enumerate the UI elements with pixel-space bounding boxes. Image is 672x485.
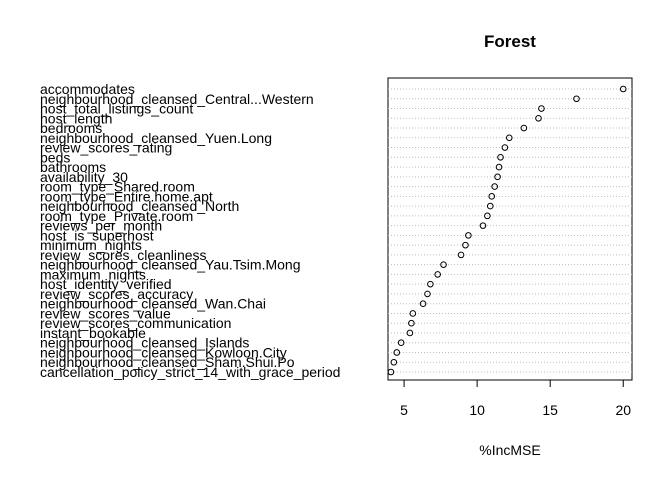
x-tick-label: 20 (615, 402, 631, 418)
data-point (419, 300, 427, 307)
variable-label: neighbourhood_cleansed_Yuen.Long (40, 130, 272, 146)
data-point (538, 105, 545, 112)
variable-label: instant_bookable (40, 325, 146, 341)
variable-label: availability_30 (40, 169, 128, 185)
data-point (619, 85, 627, 93)
data-point (491, 183, 498, 190)
variable-label: host_length (40, 110, 112, 126)
variable-label: review_scores_cleanliness (40, 247, 207, 263)
variable-label: host_is_superhost (40, 227, 154, 243)
variable-label: neighbourhood_cleansed_Central...Western (40, 91, 314, 107)
data-point (462, 241, 469, 249)
variable-label: reviews_per_month (40, 218, 162, 234)
variable-label: minimum_nights (40, 237, 142, 253)
data-point (535, 114, 542, 122)
data-point (465, 232, 472, 239)
data-point (505, 134, 513, 142)
variable-label: review_scores_accuracy (40, 286, 193, 302)
data-point (488, 193, 496, 200)
data-point (408, 319, 415, 327)
data-point (440, 261, 447, 268)
variable-label: room_type_Private.room (40, 208, 193, 224)
data-point (479, 222, 487, 229)
data-point (427, 280, 434, 288)
plot-frame (387, 77, 633, 381)
x-tick-label: 15 (542, 402, 558, 418)
data-point (406, 329, 414, 337)
x-tick-label: 5 (400, 402, 408, 418)
data-point (390, 358, 398, 366)
variable-label: neighbourhood_cleansed_Islands (40, 335, 249, 351)
variable-label: bedrooms (40, 120, 102, 136)
data-point (434, 271, 441, 278)
data-point (495, 163, 503, 171)
data-points (387, 85, 627, 376)
x-axis-label: %IncMSE (479, 442, 540, 458)
data-point (494, 173, 501, 181)
data-point (484, 212, 491, 220)
data-point (520, 124, 528, 132)
variable-label: bathrooms (40, 159, 106, 175)
variable-label: host_identity_verified (40, 276, 172, 292)
variable-labels: accommodatesneighbourhood_cleansed_Centr… (40, 81, 340, 380)
data-point (497, 154, 504, 161)
x-tick-label: 10 (469, 402, 485, 418)
variable-label: neighbourhood_cleansed_Sham.Shui.Po (40, 354, 295, 370)
data-point (457, 251, 465, 259)
variable-label: neighbourhood_cleansed_Wan.Chai (40, 296, 266, 312)
variable-label: neighbourhood_cleansed_Yau.Tsim.Mong (40, 257, 300, 273)
variable-label: host_total_listings_count (40, 101, 193, 117)
variable-label: room_type_Entire.home.apt (40, 188, 213, 204)
data-point (387, 368, 395, 376)
grid-lines (388, 88, 632, 373)
variable-label: accommodates (40, 81, 135, 97)
data-point (393, 349, 401, 356)
data-point (486, 202, 494, 210)
variable-label: review_scores_communication (40, 315, 231, 331)
data-point (424, 290, 431, 298)
variable-label: review_scores_value (40, 305, 171, 321)
chart-title: Forest (484, 32, 536, 51)
data-point (409, 310, 417, 317)
variable-label: beds (40, 149, 70, 165)
variable-label: review_scores_rating (40, 140, 172, 156)
data-point (397, 339, 405, 347)
x-axis-ticks: 5 10 15 20 (400, 380, 631, 418)
variable-label: neighbourhood_cleansed_Kowloon.City (40, 344, 287, 360)
data-point (501, 144, 509, 151)
variable-label: room_type_Shared.room (40, 179, 195, 195)
variable-label: maximum_nights (40, 266, 146, 282)
variable-label: cancellation_policy_strict_14_with_grace… (40, 364, 340, 380)
variable-label: neighbourhood_cleansed_North (40, 198, 239, 214)
data-point (573, 95, 580, 103)
